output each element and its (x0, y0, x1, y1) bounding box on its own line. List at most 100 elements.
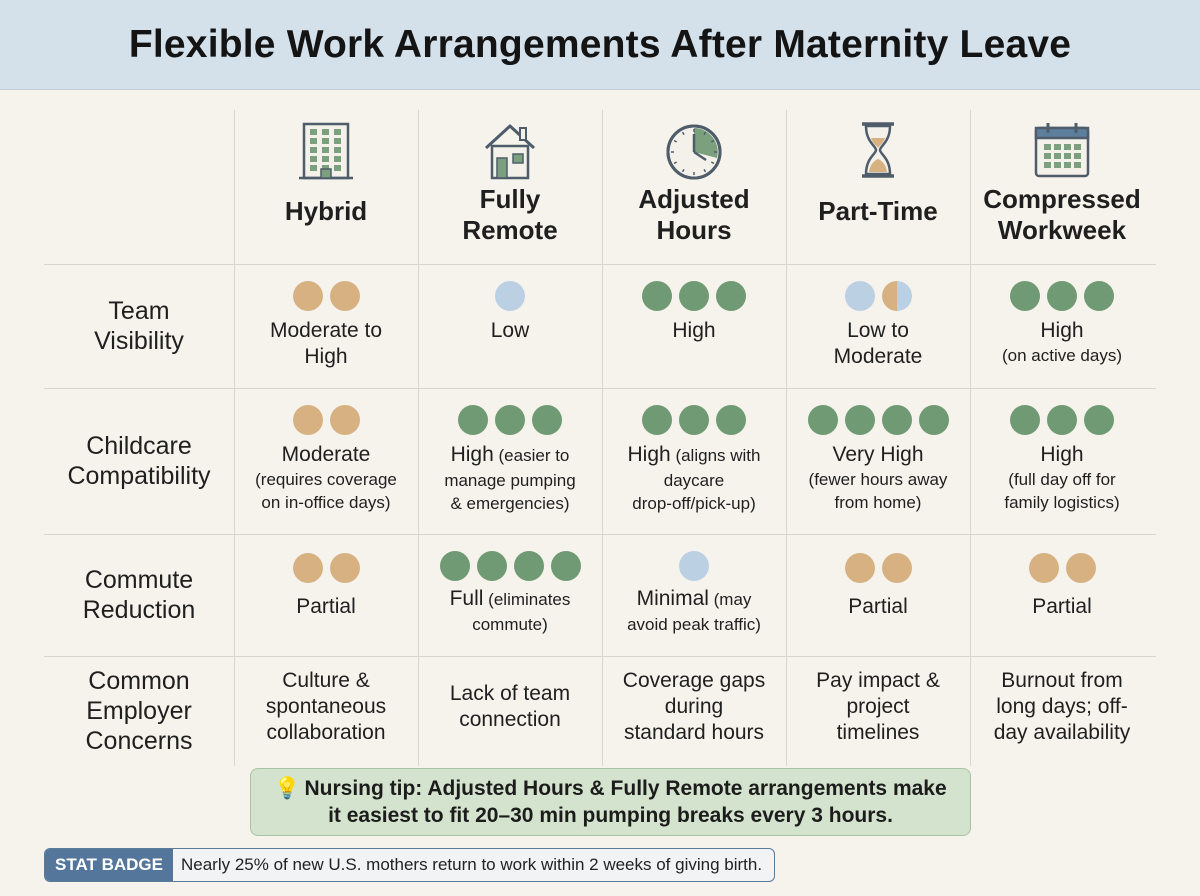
cell-sub-text: daycare (663, 471, 725, 490)
row-label-line: Childcare (86, 432, 192, 460)
row-label-line: Common (88, 667, 190, 695)
cell-main-value: High (627, 443, 671, 466)
rating-dot-green (1047, 405, 1077, 435)
rating-dot-blue (495, 281, 525, 311)
concern-line: Culture & (282, 669, 370, 692)
cell-commute: Minimal (may avoid peak traffic) (602, 550, 786, 636)
cell-main-note: (eliminates (483, 590, 571, 609)
cell-main-line: High (672, 319, 716, 342)
cell-main-value: Full (449, 587, 484, 610)
cell-main-line: Moderate to (269, 319, 383, 342)
cell-main-value: Minimal (636, 587, 709, 610)
row-label-commute: Commute Reduction (44, 565, 234, 625)
cell-commute: Partial (970, 552, 1154, 620)
concern-line: spontaneous (265, 695, 387, 718)
rating-dot-green (1084, 405, 1114, 435)
concern-line: long days; off- (996, 695, 1128, 718)
row-label-concerns: Common Employer Concerns (44, 666, 234, 756)
column-title: Fully (479, 184, 541, 214)
column-title: Part-Time (818, 196, 938, 226)
cell-main-value: Partial (1032, 595, 1092, 618)
cell-main-text: High (easier to (418, 442, 602, 469)
rating-dot-green (716, 405, 746, 435)
cell-commute: Partial (234, 552, 418, 620)
title-banner: Flexible Work Arrangements After Materni… (0, 0, 1200, 90)
cell-main-text: High (aligns with (602, 442, 786, 469)
office-building-icon (296, 118, 356, 182)
row-label-line: Reduction (82, 596, 196, 624)
cell-main-value: Very High (832, 443, 924, 466)
cell-team-visibility: Low to Moderate (786, 280, 970, 370)
cell-childcare: High (aligns with daycare drop-off/pick-up… (602, 404, 786, 515)
cell-main-text: Moderate (234, 442, 418, 468)
rating-dot-green (679, 281, 709, 311)
column-title: Adjusted (638, 184, 750, 214)
concern-line: Burnout from (1001, 669, 1123, 692)
lightbulb-icon: 💡 (274, 777, 301, 800)
cell-team-visibility: High (on active days) (970, 280, 1154, 367)
row-label-line: Visibility (94, 327, 184, 355)
grid-hline (44, 264, 1156, 265)
tip-line-1: Nursing tip: Adjusted Hours & Fully Remo… (304, 777, 947, 800)
row-label-line: Team (108, 297, 170, 325)
rating-dot-green (550, 551, 581, 581)
column-title: Compressed (983, 184, 1141, 214)
stat-badge-text: Nearly 25% of new U.S. mothers return to… (180, 855, 763, 874)
grid-vline (234, 110, 235, 766)
cell-main-text: Partial (234, 594, 418, 620)
grid-hline (44, 656, 1156, 657)
hourglass-icon (848, 118, 908, 182)
rating-dots (786, 280, 970, 312)
cell-main-text: Full (eliminates (418, 586, 602, 613)
page-title: Flexible Work Arrangements After Materni… (128, 22, 1072, 66)
rating-dot-green (844, 405, 875, 435)
concern-line: connection (459, 708, 561, 731)
cell-main-line: Moderate (833, 345, 923, 368)
rating-dots (786, 404, 970, 436)
rating-dot-green (881, 405, 912, 435)
cell-sub-text: (requires coverage (255, 470, 397, 489)
cell-main-note: (easier to (493, 446, 570, 465)
cell-team-visibility: High (602, 280, 786, 344)
rating-dots (970, 280, 1154, 312)
rating-dot-tan (329, 553, 360, 583)
rating-dot-tan (329, 281, 360, 311)
cell-main-value: Moderate (281, 443, 371, 466)
cell-main-text: Low (418, 318, 602, 344)
cell-main-value: High (1040, 443, 1084, 466)
cell-sub-text: avoid peak traffic) (627, 615, 761, 634)
column-title: Hybrid (284, 196, 368, 226)
clock-icon (664, 118, 724, 182)
cell-sub-text: drop-off/pick-up) (632, 494, 756, 513)
rating-dot-green (476, 551, 507, 581)
rating-dot-blue (844, 281, 875, 311)
cell-main-note: (may (708, 590, 752, 609)
stat-badge-label: STAT BADGE (45, 849, 173, 881)
stat-badge: STAT BADGE Nearly 25% of new U.S. mother… (44, 848, 776, 882)
rating-dot-blue (679, 551, 709, 581)
rating-dot-half (881, 281, 912, 311)
grid-vline (602, 110, 603, 766)
column-title: Remote (462, 215, 558, 245)
cell-main-text: High (602, 318, 786, 344)
concern-line: day availability (993, 721, 1131, 744)
cell-childcare: Moderate (requires coverage on in-office d… (234, 404, 418, 514)
rating-dots (418, 550, 602, 582)
grid-vline (970, 110, 971, 766)
cell-sub-text: & emergencies) (450, 494, 570, 513)
column-header: Hybrid (234, 110, 418, 264)
cell-main-value: Partial (296, 595, 356, 618)
row-label-line: Concerns (85, 727, 193, 755)
grid-vline (418, 110, 419, 766)
row-label-line: Employer (86, 697, 192, 725)
cell-main-text: Moderate to High (234, 318, 418, 370)
cell-commute: Partial (786, 552, 970, 620)
cell-main-value: High (450, 443, 494, 466)
row-label-team-visibility: Team Visibility (44, 296, 234, 356)
cell-sub-text: from home) (834, 493, 922, 512)
rating-dot-green (642, 405, 672, 435)
rating-dot-green (495, 405, 525, 435)
cell-sub-text: on in-office days) (261, 493, 391, 512)
cell-commute: Full (eliminates commute) (418, 550, 602, 636)
calendar-icon (1032, 118, 1092, 182)
